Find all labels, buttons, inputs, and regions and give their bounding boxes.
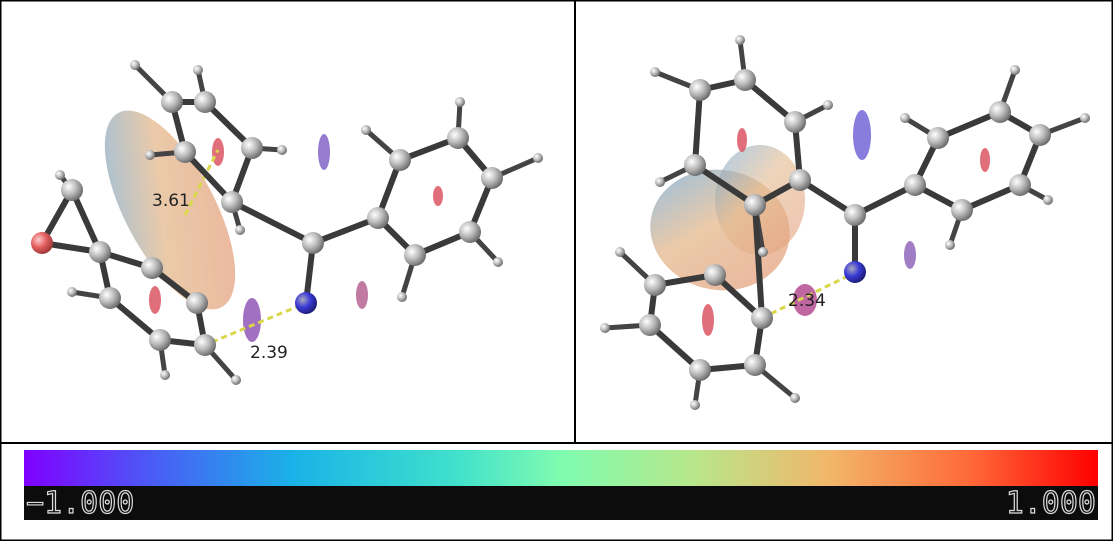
atom	[186, 292, 208, 314]
distance-label: 2.34	[788, 291, 826, 311]
hydrogen-atom	[790, 393, 800, 403]
atom	[447, 127, 469, 149]
hydrogen-atom	[533, 153, 543, 163]
atom	[174, 141, 196, 163]
atom	[1029, 124, 1051, 146]
hydrogen-atom	[735, 35, 745, 45]
atom	[927, 127, 949, 149]
hydrogen-atom	[758, 247, 768, 257]
nci-blob	[980, 148, 990, 172]
hydrogen-atom	[493, 257, 503, 267]
nci-blob	[318, 134, 330, 170]
atom	[481, 167, 503, 189]
hydrogen-atom	[145, 150, 155, 160]
atom	[31, 232, 53, 254]
hydrogen-atom	[823, 100, 833, 110]
hydrogen-atom	[455, 97, 465, 107]
nci-blob	[356, 281, 368, 309]
atom	[784, 111, 806, 133]
atom	[744, 354, 766, 376]
hydrogen-atom	[600, 323, 610, 333]
atom	[704, 264, 726, 286]
atom	[221, 191, 243, 213]
nci-blob	[853, 110, 871, 160]
atom	[367, 207, 389, 229]
atom	[684, 154, 706, 176]
nci-blob	[433, 186, 443, 206]
atom	[99, 287, 121, 309]
atom	[904, 174, 926, 196]
atom	[734, 69, 756, 91]
hydrogen-atom	[1010, 65, 1020, 75]
atom	[295, 292, 317, 314]
atom	[751, 307, 773, 329]
hydrogen-atom	[900, 113, 910, 123]
colorbar-gradient	[24, 450, 1098, 486]
hydrogen-atom	[690, 400, 700, 410]
hydrogen-atom	[650, 67, 660, 77]
atom	[639, 314, 661, 336]
atom	[141, 257, 163, 279]
figure: 3.61 2.39 2.34 −1.000 1.000	[0, 0, 1113, 541]
atom	[241, 137, 263, 159]
nci-blob	[243, 298, 261, 342]
hydrogen-atom	[361, 125, 371, 135]
distance-label: 3.61	[152, 191, 190, 211]
atom	[161, 91, 183, 113]
nci-blob	[737, 128, 747, 152]
atom	[1009, 174, 1031, 196]
distance-label: 2.39	[250, 343, 288, 363]
atom	[89, 241, 111, 263]
atom	[302, 232, 324, 254]
colorbar-label-band	[24, 486, 1098, 520]
hydrogen-atom	[55, 170, 65, 180]
atom	[689, 79, 711, 101]
colorbar-min-label: −1.000	[26, 486, 134, 521]
hydrogen-atom	[231, 375, 241, 385]
atom	[194, 334, 216, 356]
colorbar-max-label: 1.000	[1006, 486, 1096, 521]
hydrogen-atom	[615, 247, 625, 257]
atom	[149, 329, 171, 351]
atom	[459, 221, 481, 243]
atom	[989, 101, 1011, 123]
atom	[951, 199, 973, 221]
hydrogen-atom	[67, 287, 77, 297]
nci-blob	[149, 286, 161, 314]
hydrogen-atom	[397, 292, 407, 302]
hydrogen-atom	[277, 145, 287, 155]
atom	[644, 274, 666, 296]
hydrogen-atom	[193, 65, 203, 75]
nci-blob	[904, 241, 916, 269]
atom	[789, 169, 811, 191]
atom	[404, 244, 426, 266]
hydrogen-atom	[945, 240, 955, 250]
atom	[389, 149, 411, 171]
atom	[61, 179, 83, 201]
hydrogen-atom	[655, 177, 665, 187]
atom	[689, 359, 711, 381]
atom	[194, 91, 216, 113]
hydrogen-atom	[130, 60, 140, 70]
hydrogen-atom	[235, 225, 245, 235]
atom	[844, 204, 866, 226]
hydrogen-atom	[160, 370, 170, 380]
atom	[844, 261, 866, 283]
hydrogen-atom	[1043, 195, 1053, 205]
nci-blob	[702, 304, 714, 336]
atom	[744, 194, 766, 216]
hydrogen-atom	[1080, 113, 1090, 123]
